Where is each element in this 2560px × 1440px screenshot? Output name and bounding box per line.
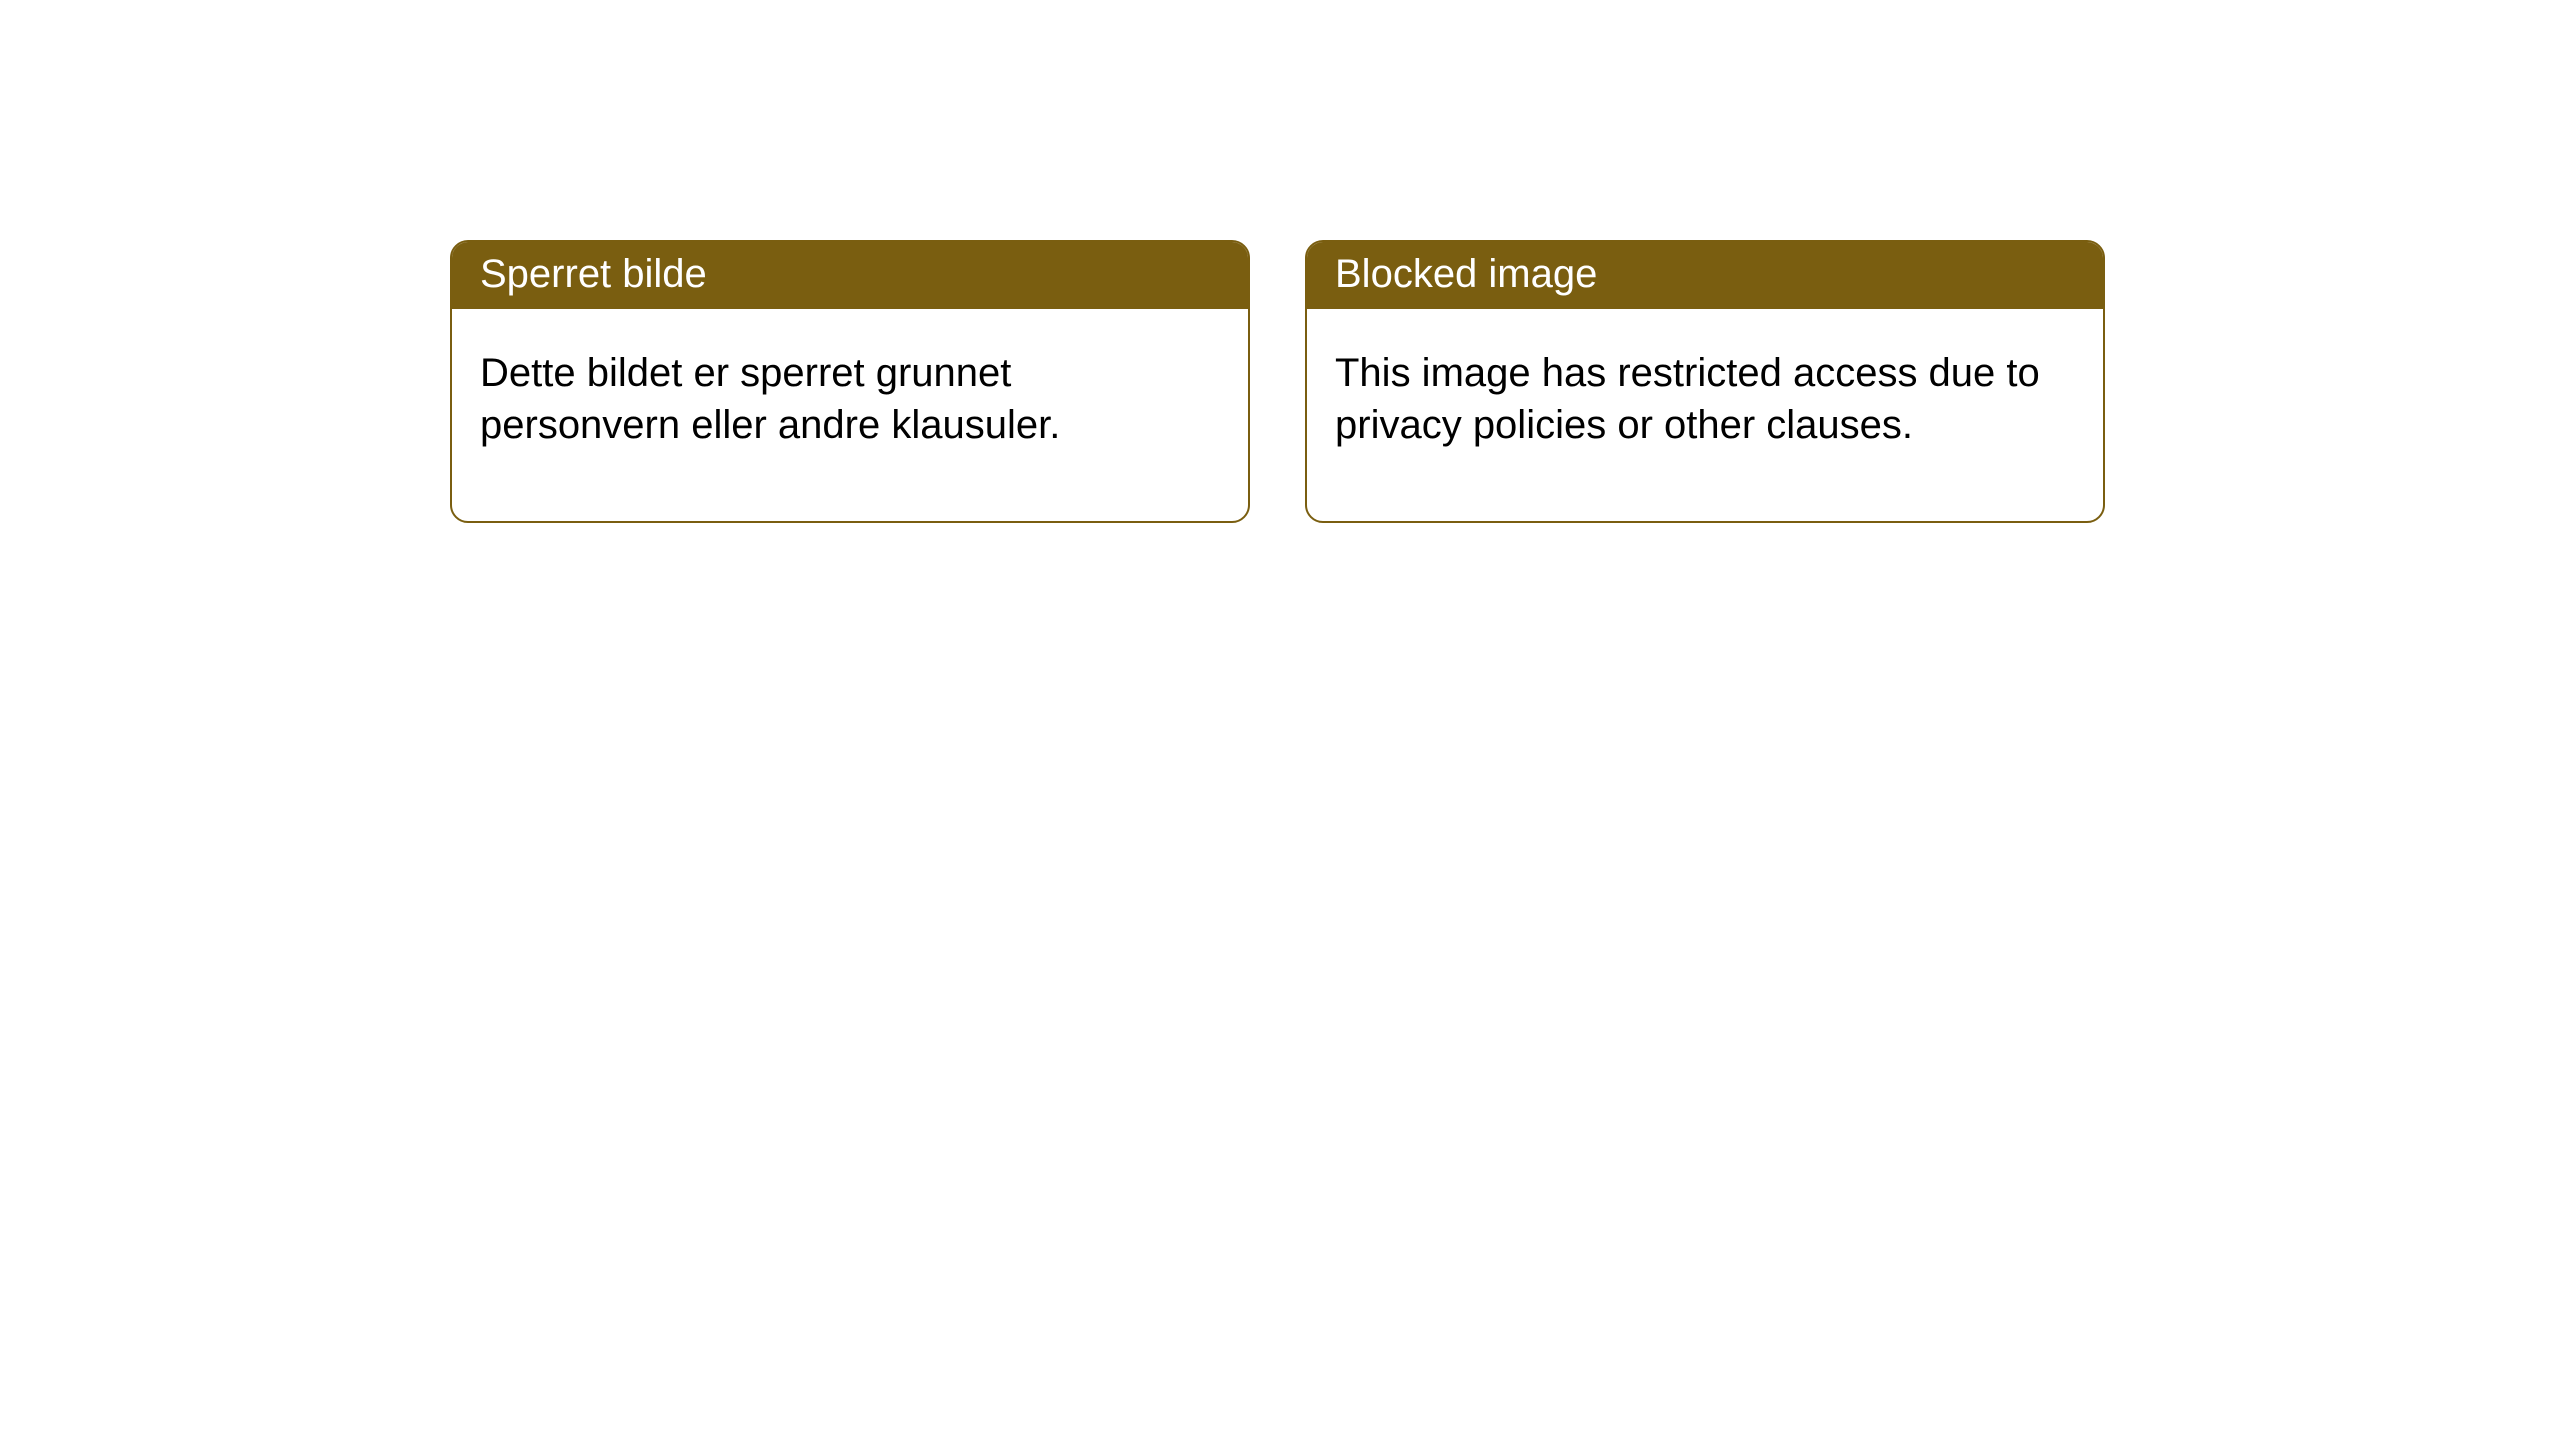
notice-container: Sperret bilde Dette bildet er sperret gr… [450, 240, 2105, 523]
notice-header-en: Blocked image [1307, 242, 2103, 309]
notice-card-en: Blocked image This image has restricted … [1305, 240, 2105, 523]
notice-body-en: This image has restricted access due to … [1307, 309, 2103, 521]
notice-card-no: Sperret bilde Dette bildet er sperret gr… [450, 240, 1250, 523]
notice-header-no: Sperret bilde [452, 242, 1248, 309]
notice-body-no: Dette bildet er sperret grunnet personve… [452, 309, 1248, 521]
